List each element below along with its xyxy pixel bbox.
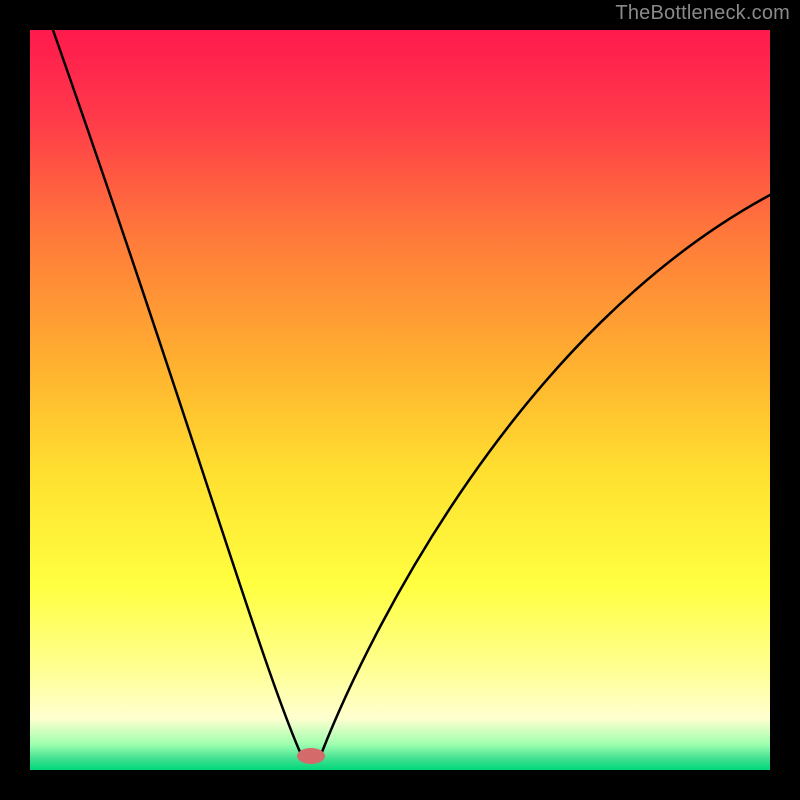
bottleneck-marker: [297, 748, 325, 764]
plot-background: [30, 30, 770, 770]
chart-container: TheBottleneck.com: [0, 0, 800, 800]
bottleneck-chart: [0, 0, 800, 800]
watermark-text: TheBottleneck.com: [615, 2, 790, 25]
